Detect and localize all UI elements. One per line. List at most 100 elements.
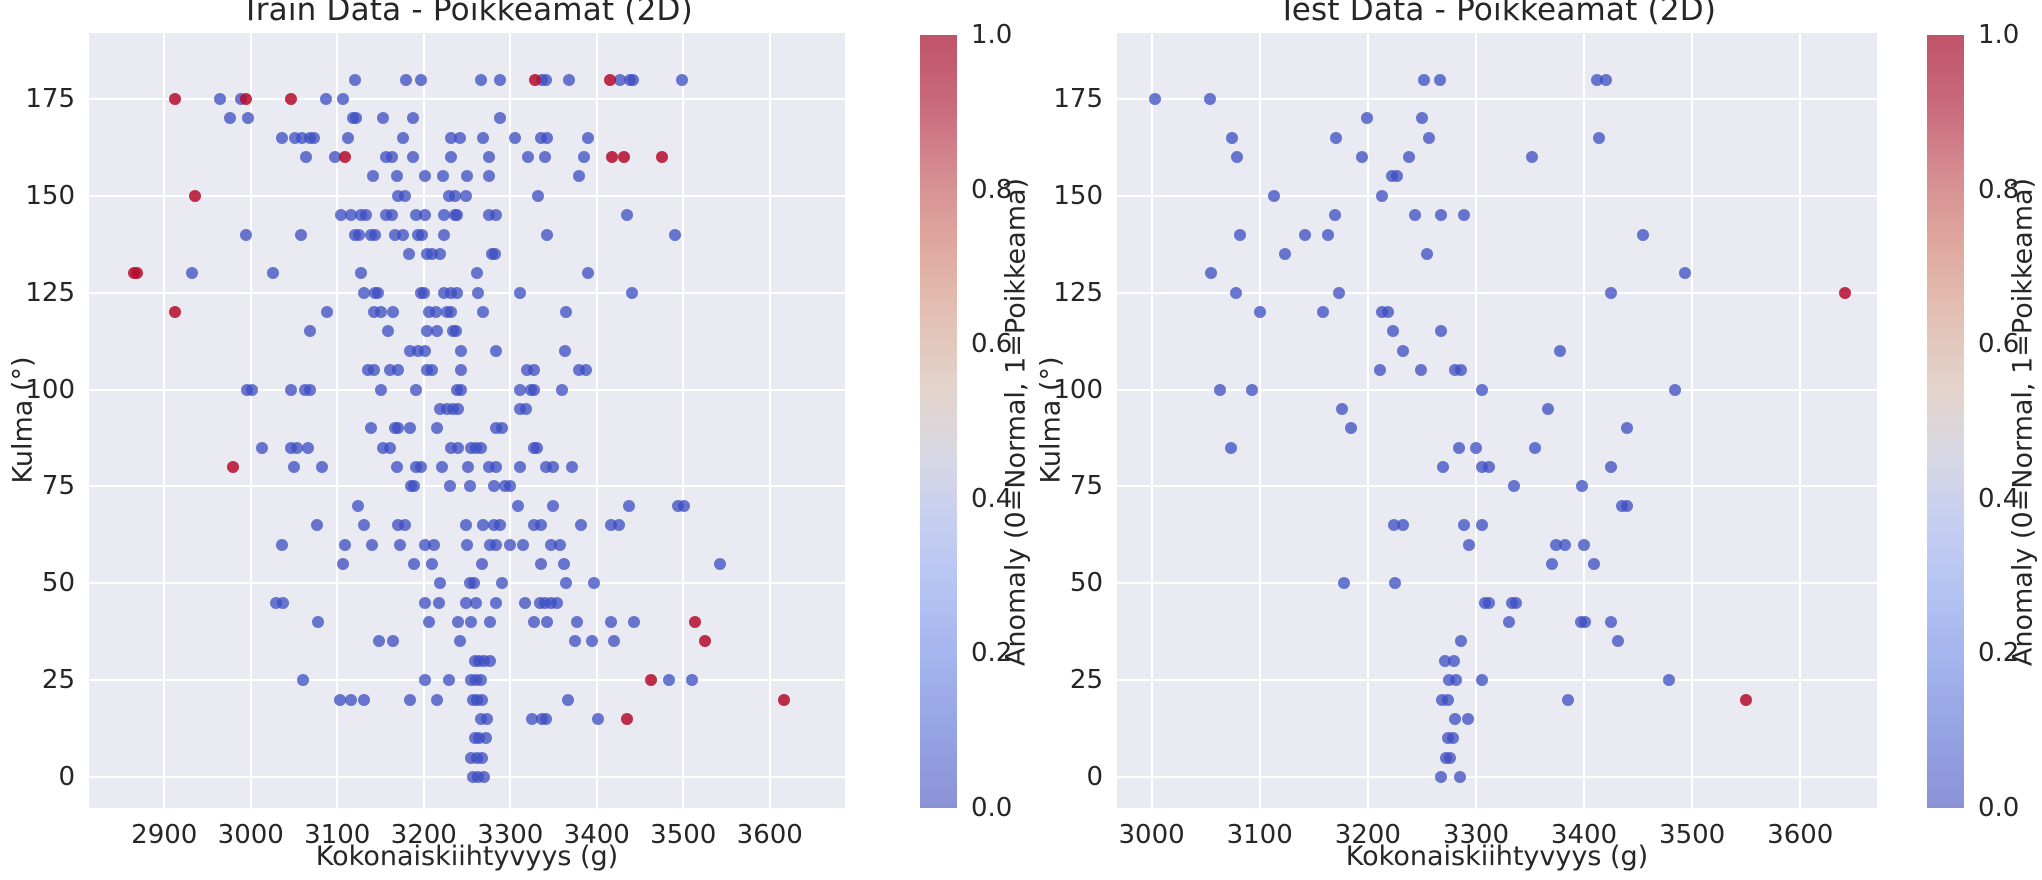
scatter-point-normal bbox=[556, 383, 569, 396]
scatter-point-normal bbox=[577, 151, 590, 163]
y-tick-label: 150 bbox=[1053, 180, 1103, 211]
scatter-point-normal bbox=[469, 596, 482, 609]
scatter-point-normal bbox=[474, 73, 487, 86]
x-tick-label: 3300 bbox=[1442, 820, 1509, 850]
scatter-point-normal bbox=[1421, 247, 1434, 260]
scatter-point-normal bbox=[403, 247, 416, 260]
scatter-point-normal bbox=[436, 170, 449, 183]
scatter-point-normal bbox=[385, 151, 398, 163]
colorbar-tick-label: 0.8 bbox=[971, 174, 1013, 205]
scatter-point-normal bbox=[387, 306, 400, 318]
scatter-point-normal bbox=[403, 422, 416, 435]
scatter-point-normal bbox=[508, 131, 521, 144]
colorbar-tick-label: 0.4 bbox=[971, 483, 1013, 514]
x-tick-label: 3400 bbox=[1550, 820, 1618, 850]
scatter-point-normal bbox=[487, 480, 500, 493]
scatter-point-normal bbox=[430, 693, 443, 706]
scatter-point-normal bbox=[391, 364, 404, 377]
scatter-point-normal bbox=[422, 616, 435, 628]
scatter-point-normal bbox=[558, 344, 571, 357]
scatter-point-normal bbox=[275, 538, 288, 551]
scatter-point-normal bbox=[352, 499, 364, 512]
scatter-point-normal bbox=[352, 228, 365, 241]
y-gridline bbox=[89, 291, 845, 294]
scatter-point-normal bbox=[476, 306, 489, 318]
scatter-point-normal bbox=[614, 73, 627, 86]
scatter-point-normal bbox=[489, 461, 502, 473]
scatter-point-normal bbox=[538, 151, 551, 163]
scatter-point-normal bbox=[483, 170, 496, 183]
colorbar-tick-label: 0.2 bbox=[1978, 638, 2020, 669]
y-tick-label: 100 bbox=[1053, 374, 1103, 405]
scatter-point-normal bbox=[276, 596, 289, 609]
scatter-point-normal bbox=[475, 557, 488, 570]
x-gridline bbox=[1691, 33, 1694, 808]
scatter-point-normal bbox=[1621, 499, 1634, 512]
scatter-point-normal bbox=[495, 577, 508, 590]
train-chart-title: Train Data - Poikkeamat (2D) bbox=[241, 0, 693, 28]
train-plot-area: 2900 3000 3100 3200 3300 3400 3500 3600 0 25 50 75 1… bbox=[25, 33, 845, 850]
scatter-point-normal bbox=[1476, 519, 1489, 532]
scatter-point-normal bbox=[528, 616, 541, 628]
y-gridline bbox=[1117, 485, 1877, 488]
scatter-point-normal bbox=[563, 73, 576, 86]
y-tick-label: 50 bbox=[41, 568, 75, 599]
scatter-point-normal bbox=[454, 383, 467, 396]
scatter-point-normal bbox=[1434, 73, 1447, 86]
scatter-point-anomaly bbox=[130, 267, 143, 280]
scatter-point-normal bbox=[239, 228, 252, 241]
scatter-point-normal bbox=[528, 364, 541, 377]
scatter-point-normal bbox=[493, 519, 506, 532]
scatter-point-normal bbox=[294, 228, 307, 241]
scatter-point-anomaly bbox=[1838, 286, 1851, 299]
scatter-point-normal bbox=[385, 209, 398, 222]
scatter-point-normal bbox=[450, 286, 463, 299]
scatter-point-normal bbox=[1469, 441, 1482, 454]
scatter-point-normal bbox=[1415, 112, 1428, 125]
scatter-point-normal bbox=[1458, 209, 1471, 222]
scatter-point-normal bbox=[1375, 189, 1388, 202]
scatter-point-normal bbox=[350, 112, 363, 125]
scatter-point-normal bbox=[418, 596, 431, 609]
scatter-point-normal bbox=[1435, 771, 1448, 783]
scatter-point-normal bbox=[358, 519, 371, 532]
scatter-point-normal bbox=[337, 557, 350, 570]
scatter-point-normal bbox=[398, 189, 411, 202]
y-gridline bbox=[89, 388, 845, 391]
scatter-point-anomaly bbox=[655, 151, 668, 163]
y-gridline bbox=[89, 776, 845, 778]
scatter-point-normal bbox=[504, 480, 517, 493]
scatter-point-normal bbox=[669, 228, 682, 241]
colorbar-tick-label: 0.0 bbox=[971, 793, 1013, 823]
x-tick-label: 3500 bbox=[1659, 820, 1726, 850]
scatter-point-normal bbox=[328, 151, 341, 163]
scatter-point-normal bbox=[1224, 441, 1237, 454]
scatter-point-normal bbox=[301, 441, 314, 454]
scatter-point-normal bbox=[483, 151, 496, 163]
scatter-point-anomaly bbox=[606, 151, 619, 163]
scatter-point-normal bbox=[415, 73, 428, 86]
scatter-point-normal bbox=[1229, 286, 1242, 299]
scatter-point-normal bbox=[454, 131, 467, 144]
scatter-point-normal bbox=[525, 712, 538, 725]
scatter-point-normal bbox=[418, 538, 431, 551]
scatter-point-normal bbox=[1637, 228, 1650, 241]
scatter-point-normal bbox=[1344, 422, 1357, 435]
scatter-point-normal bbox=[1575, 480, 1588, 493]
scatter-point-normal bbox=[442, 674, 455, 687]
scatter-point-normal bbox=[512, 499, 525, 512]
scatter-point-normal bbox=[1435, 209, 1448, 222]
y-tick-label: 75 bbox=[41, 471, 75, 502]
scatter-point-normal bbox=[1386, 325, 1399, 338]
scatter-point-normal bbox=[461, 170, 473, 183]
scatter-point-normal bbox=[430, 325, 443, 338]
scatter-point-normal bbox=[570, 616, 583, 628]
scatter-point-normal bbox=[489, 344, 502, 357]
scatter-point-normal bbox=[454, 364, 467, 377]
scatter-point-normal bbox=[541, 131, 554, 144]
scatter-point-normal bbox=[1503, 616, 1516, 628]
scatter-point-normal bbox=[390, 461, 403, 473]
scatter-point-normal bbox=[418, 170, 431, 183]
